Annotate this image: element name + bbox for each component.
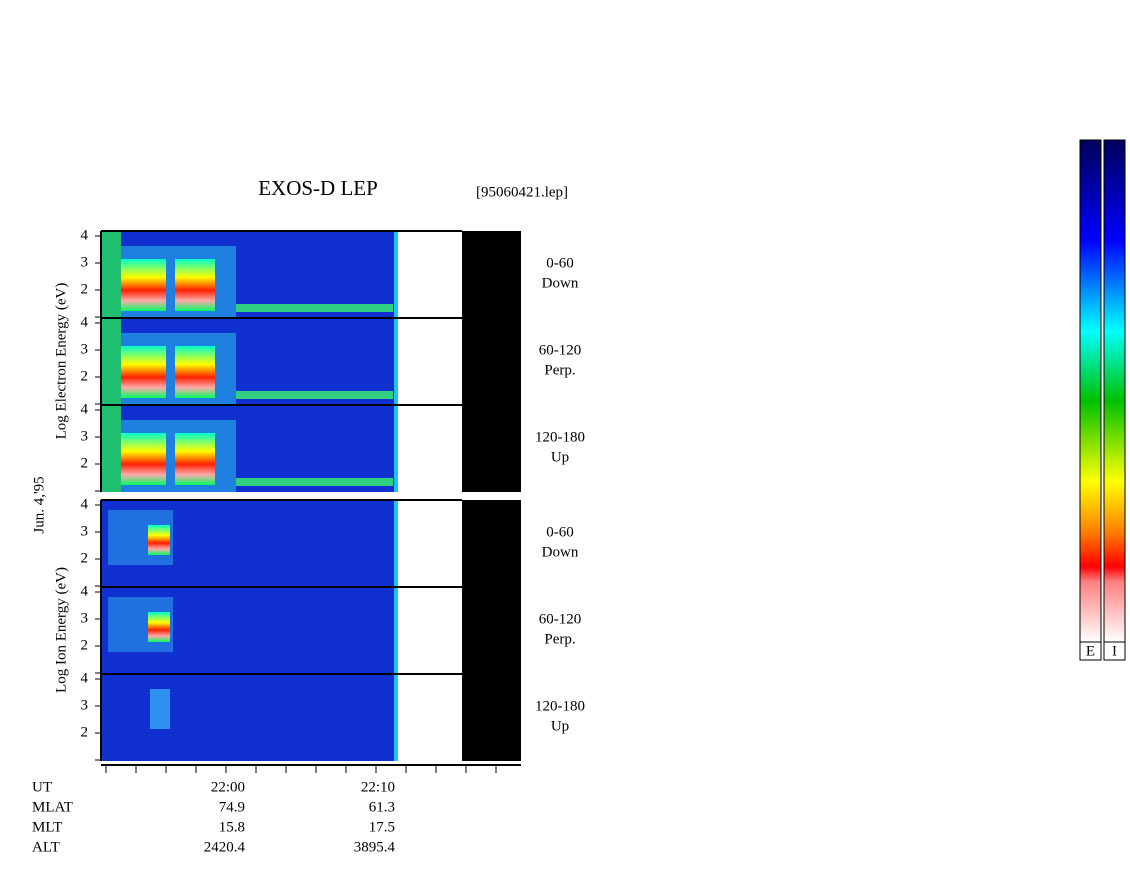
y-tick-label: 2 (81, 724, 89, 740)
pitch-direction: Down (542, 544, 579, 560)
pitch-range: 0-60 (546, 255, 574, 271)
spectrogram-hot (121, 259, 166, 311)
pitch-range: 0-60 (546, 524, 574, 540)
y-tick-label: 4 (81, 496, 89, 512)
y-tick-label: 3 (81, 523, 89, 539)
y-tick-label: 4 (81, 401, 89, 417)
spectrogram-band (150, 689, 170, 729)
y-tick-label: 3 (81, 610, 89, 626)
pitch-direction: Perp. (544, 631, 575, 647)
spectrogram-band (101, 405, 121, 492)
spectrogram-hot (121, 433, 166, 485)
row-label: UT (32, 779, 52, 795)
y-tick-label: 3 (81, 428, 89, 444)
y-tick-label: 2 (81, 455, 89, 471)
colorbar (1103, 139, 1126, 643)
y-tick-label: 3 (81, 254, 89, 270)
spectrogram-edge (394, 500, 398, 587)
title: EXOS-D LEP (258, 176, 378, 200)
black-area (462, 500, 521, 587)
row-value: 3895.4 (354, 839, 396, 855)
y-tick-label: 3 (81, 697, 89, 713)
pitch-direction: Down (542, 275, 579, 291)
spectrogram-edge (394, 674, 398, 761)
pitch-range: 120-180 (535, 429, 585, 445)
empty-area (400, 500, 462, 587)
y-tick-label: 4 (81, 314, 89, 330)
y-tick-label: 2 (81, 281, 89, 297)
spectrogram-hot (148, 525, 170, 555)
row-label: MLAT (32, 799, 73, 815)
time-axis: UT 22:00 22:10 MLAT 74.9 61.3 MLT 15.8 17.5 ALT 24… (32, 764, 521, 855)
pitch-range: 60-120 (539, 342, 582, 358)
spectrogram-edge (394, 405, 398, 492)
colorbar-label: I (1112, 643, 1117, 659)
spectrogram-edge (394, 318, 398, 405)
colorbar-label-box (1103, 641, 1126, 661)
empty-area (400, 587, 462, 674)
spectrogram-edge (394, 231, 398, 318)
spectrogram (101, 674, 397, 761)
colorbar-label: E (1086, 643, 1095, 659)
row-label: MLT (32, 819, 62, 835)
black-area (462, 318, 521, 405)
date: Jun. 4,'95 (31, 476, 47, 533)
row-value: 22:10 (361, 779, 395, 795)
spectrogram-band (101, 231, 121, 318)
axis-label: Log Electron Energy (eV) (53, 283, 69, 440)
row-value: 17.5 (369, 819, 395, 835)
spectrogram-hot (175, 433, 215, 485)
black-area (462, 587, 521, 674)
empty-area (400, 318, 462, 405)
spectrogram-band (236, 304, 393, 312)
spectrogram-band (101, 318, 121, 405)
colorbar (1079, 139, 1102, 643)
pitch-direction: Perp. (544, 362, 575, 378)
row-value: 61.3 (369, 799, 395, 815)
spectrogram-hot (175, 259, 215, 311)
pitch-range: 60-120 (539, 611, 582, 627)
y-tick-label: 2 (81, 368, 89, 384)
spectrogram-band (236, 478, 393, 486)
black-area (462, 231, 521, 318)
file-name: [95060421.lep] (476, 184, 568, 200)
y-tick-label: 4 (81, 670, 89, 686)
black-area (462, 674, 521, 761)
colorbar-label-box (1079, 641, 1102, 661)
spectrogram-hot (148, 612, 170, 642)
row-value: 22:00 (211, 779, 245, 795)
empty-area (400, 674, 462, 761)
plots: Log Electron Energy (eV) 4 3 2 0-60 Down 4 3 2 60… (53, 227, 585, 761)
row-value: 2420.4 (204, 839, 246, 855)
row-value: 74.9 (219, 799, 245, 815)
y-tick-label: 2 (81, 550, 89, 566)
axis-label: Log Ion Energy (eV) (53, 567, 69, 693)
black-area (462, 405, 521, 492)
y-tick-label: 3 (81, 341, 89, 357)
spectrogram-hot (121, 346, 166, 398)
y-tick-label: 2 (81, 637, 89, 653)
spectrogram-band (236, 391, 393, 399)
pitch-direction: Up (551, 718, 569, 734)
empty-area (400, 405, 462, 492)
pitch-direction: Up (551, 449, 569, 465)
y-tick-label: 4 (81, 227, 89, 243)
spectrogram-hot (175, 346, 215, 398)
empty-area (400, 231, 462, 318)
row-value: 15.8 (219, 819, 245, 835)
spectrogram-edge (394, 587, 398, 674)
y-tick-label: 4 (81, 583, 89, 599)
pitch-range: 120-180 (535, 698, 585, 714)
row-label: ALT (32, 839, 60, 855)
